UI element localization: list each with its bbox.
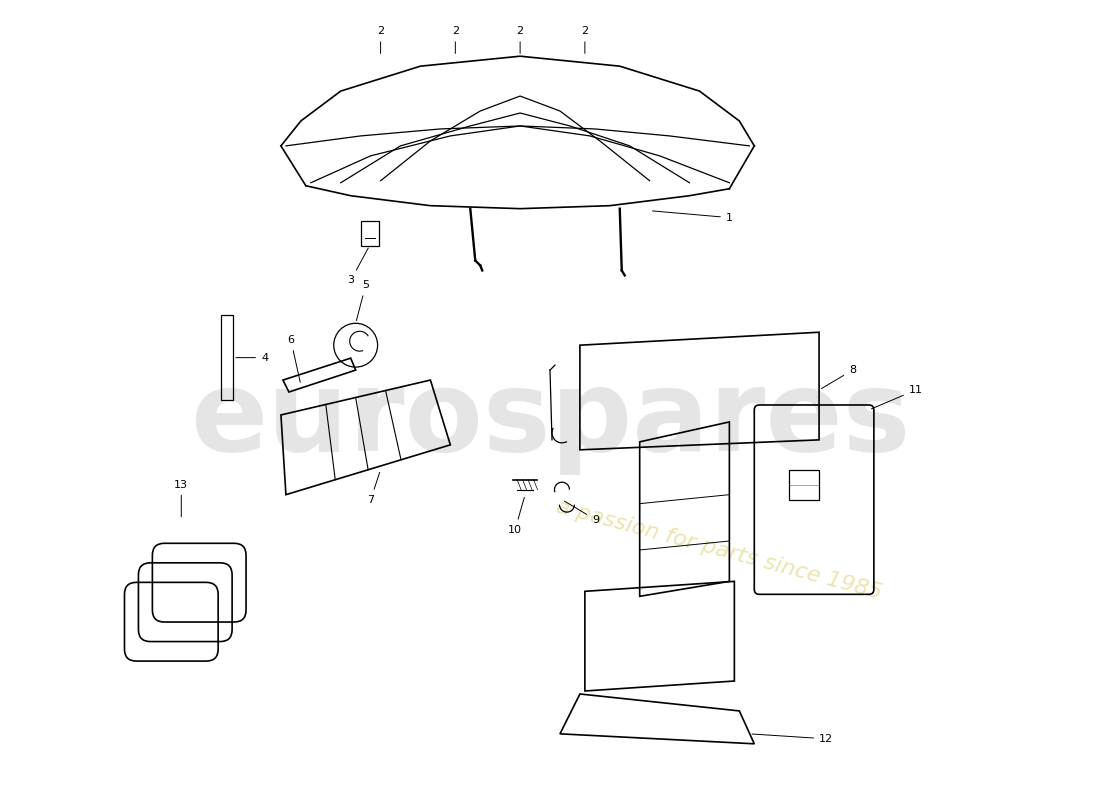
Text: 3: 3: [348, 248, 369, 286]
Text: 2: 2: [581, 26, 589, 54]
Text: a passion for parts since 1985: a passion for parts since 1985: [554, 496, 884, 602]
Text: 13: 13: [174, 480, 188, 517]
Text: 8: 8: [822, 365, 856, 389]
Text: eurospares: eurospares: [190, 365, 910, 475]
Text: 5: 5: [356, 280, 370, 321]
Text: 7: 7: [367, 472, 380, 505]
Text: 11: 11: [871, 385, 923, 409]
Text: 12: 12: [752, 734, 833, 744]
Text: 2: 2: [517, 26, 524, 54]
Text: 4: 4: [235, 353, 268, 362]
Text: 9: 9: [564, 501, 600, 525]
Text: 2: 2: [377, 26, 384, 54]
Text: 2: 2: [452, 26, 459, 54]
Text: 6: 6: [287, 335, 300, 382]
Text: 10: 10: [508, 498, 525, 534]
Text: 1: 1: [652, 211, 733, 222]
